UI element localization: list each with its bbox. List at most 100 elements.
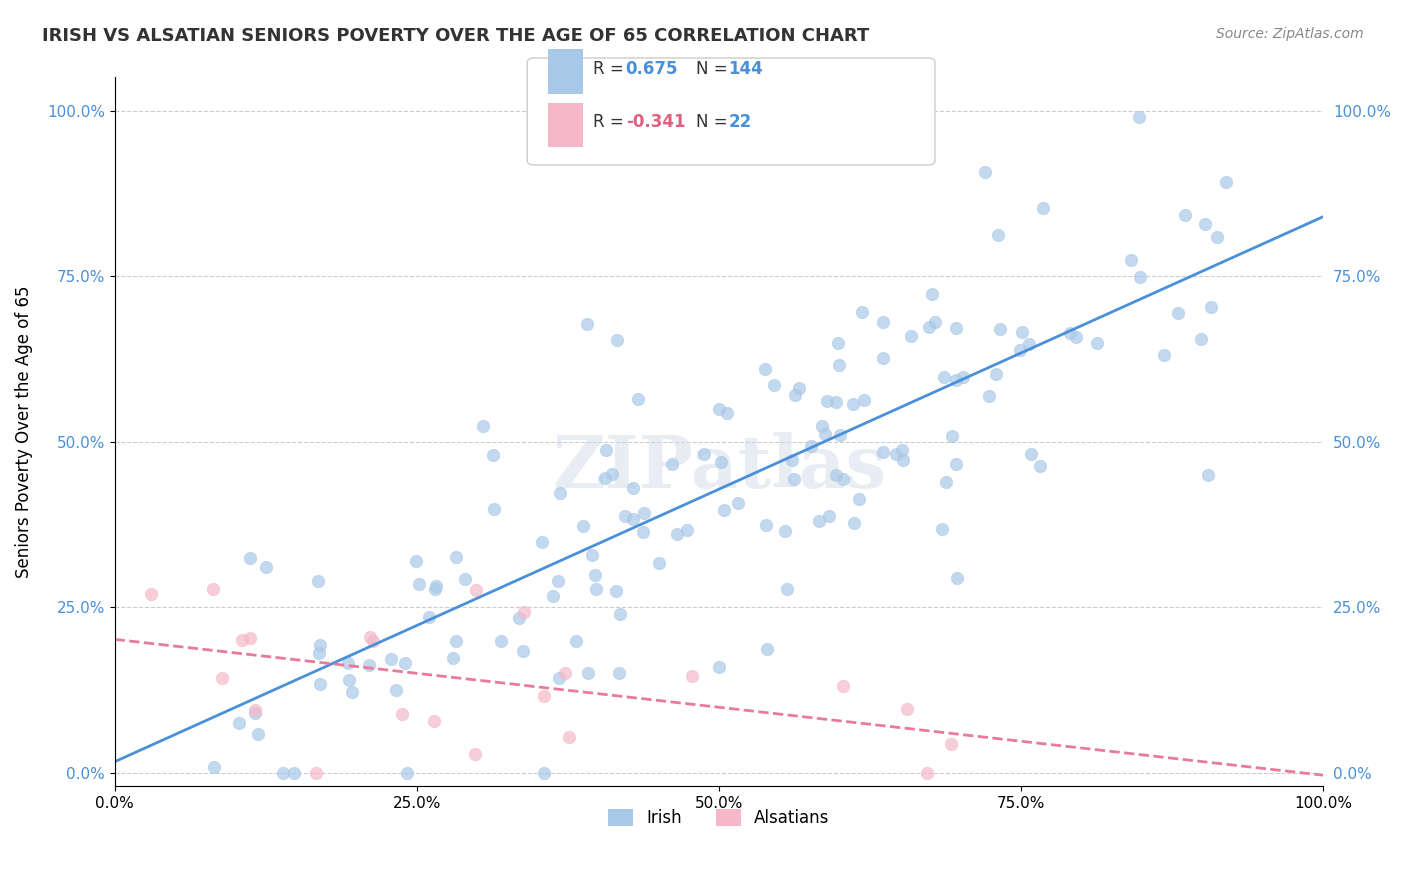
Point [848, 491, 870, 506]
Point [945, 458, 967, 472]
Point [825, 467, 848, 482]
Point [1085, 336, 1108, 351]
Point [755, 518, 778, 533]
Point [308, 647, 330, 661]
Point [583, 567, 606, 582]
Point [593, 470, 616, 484]
Point [395, 765, 418, 780]
Point [977, 389, 1000, 403]
Point [408, 576, 430, 591]
Point [842, 516, 865, 530]
Text: 144: 144 [728, 60, 763, 78]
Point [565, 633, 588, 648]
Point [665, 526, 688, 541]
Text: 0.675: 0.675 [626, 60, 678, 78]
Point [361, 634, 384, 648]
Point [872, 444, 894, 458]
Point [465, 583, 488, 598]
Point [1032, 201, 1054, 215]
Point [139, 587, 162, 601]
Point [807, 514, 830, 528]
Point [1121, 252, 1143, 267]
Point [1194, 217, 1216, 231]
Point [896, 702, 918, 716]
Text: IRISH VS ALSATIAN SENIORS POVERTY OVER THE AGE OF 65 CORRELATION CHART: IRISH VS ALSATIAN SENIORS POVERTY OVER T… [42, 27, 869, 45]
Point [872, 351, 894, 365]
Point [309, 676, 332, 690]
Point [1019, 446, 1042, 460]
Point [613, 509, 636, 524]
Point [945, 320, 967, 334]
Point [228, 716, 250, 731]
Point [512, 644, 534, 658]
Point [531, 534, 554, 549]
Point [271, 765, 294, 780]
Point [783, 388, 806, 402]
Point [974, 165, 997, 179]
Point [818, 508, 841, 523]
Point [832, 472, 855, 486]
Point [815, 394, 838, 409]
Point [707, 401, 730, 416]
Point [693, 447, 716, 461]
Point [425, 579, 447, 593]
Point [576, 665, 599, 680]
Text: R =: R = [593, 113, 630, 131]
Point [841, 397, 863, 411]
Point [254, 559, 277, 574]
Point [1197, 467, 1219, 482]
Point [1011, 325, 1033, 339]
Point [1189, 333, 1212, 347]
Point [283, 765, 305, 780]
Point [554, 665, 576, 680]
Point [832, 679, 855, 693]
Point [575, 318, 598, 332]
Text: -0.341: -0.341 [626, 113, 685, 131]
Point [533, 689, 555, 703]
Point [585, 582, 607, 597]
Point [245, 703, 267, 717]
Point [648, 556, 671, 570]
Point [482, 448, 505, 462]
Point [1059, 326, 1081, 340]
Point [627, 392, 650, 406]
Point [357, 658, 380, 673]
Point [924, 315, 946, 329]
Point [681, 669, 703, 683]
Point [676, 523, 699, 537]
Point [444, 634, 467, 648]
Point [1153, 348, 1175, 362]
Point [800, 439, 823, 453]
Point [533, 765, 555, 780]
Point [441, 651, 464, 665]
Point [454, 572, 477, 586]
Point [484, 502, 506, 516]
Point [900, 328, 922, 343]
Point [755, 641, 778, 656]
Point [405, 554, 427, 568]
Point [709, 659, 731, 673]
Point [418, 610, 440, 624]
Point [359, 630, 381, 644]
Text: N =: N = [696, 113, 733, 131]
Point [211, 672, 233, 686]
Point [830, 428, 852, 442]
Point [932, 369, 955, 384]
Point [945, 373, 967, 387]
Point [239, 631, 262, 645]
Point [825, 395, 848, 409]
Point [633, 506, 655, 520]
Point [385, 682, 408, 697]
Point [548, 486, 571, 500]
Point [946, 571, 969, 585]
Point [595, 442, 617, 457]
Point [713, 503, 735, 517]
Point [202, 760, 225, 774]
Point [886, 447, 908, 461]
Point [787, 380, 810, 394]
Point [631, 524, 654, 539]
Point [337, 673, 360, 687]
Point [935, 475, 957, 489]
Point [754, 362, 776, 376]
Point [202, 582, 225, 596]
